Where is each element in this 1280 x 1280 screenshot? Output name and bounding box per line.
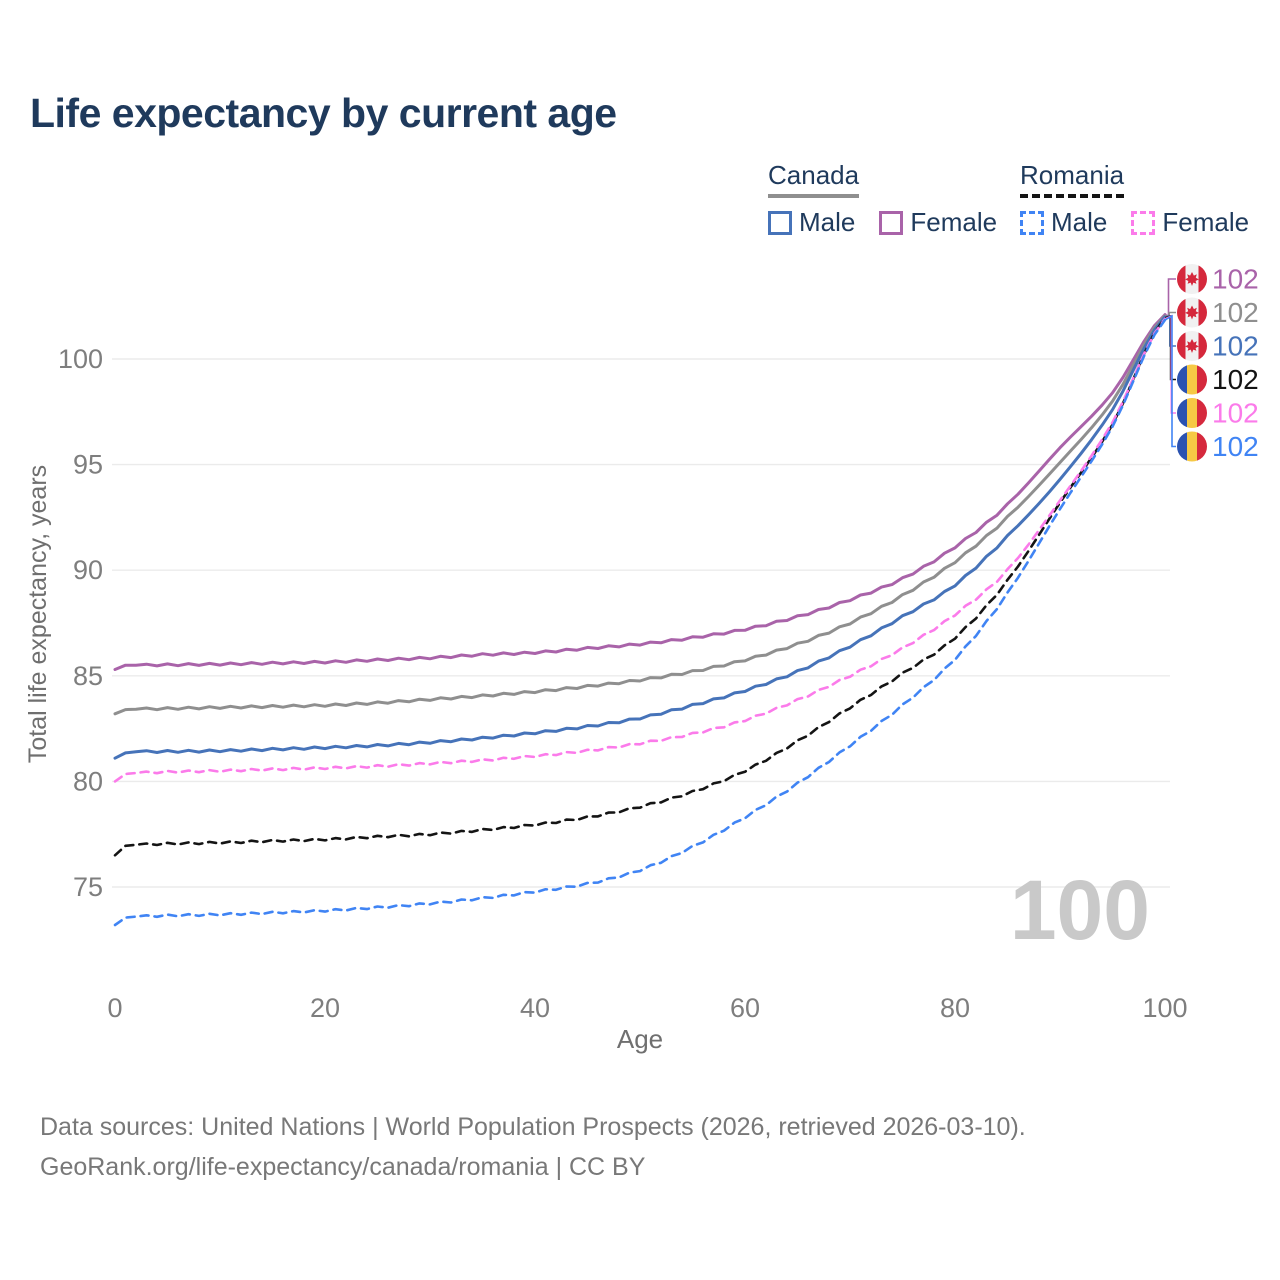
series-line-canada-total[interactable] bbox=[113, 314, 1167, 716]
y-tick-90: 90 bbox=[73, 555, 103, 585]
flag-canada-icon bbox=[1177, 297, 1207, 328]
canada-male-swatch-icon bbox=[768, 210, 792, 235]
legend-item-canada-male[interactable]: Male bbox=[768, 207, 855, 238]
x-tick-100: 100 bbox=[1142, 993, 1187, 1023]
legend-canada-male-label: Male bbox=[799, 207, 856, 237]
flag-canada-icon bbox=[1177, 264, 1207, 294]
canada-female-swatch-icon bbox=[879, 210, 904, 235]
end-connector-0 bbox=[1164, 278, 1176, 318]
footer-attribution: GeoRank.org/life-expectancy/canada/roman… bbox=[40, 1153, 646, 1181]
legend-country-canada[interactable]: Canada bbox=[768, 160, 860, 198]
flag-romania-icon bbox=[1177, 398, 1207, 428]
romania-male-swatch-icon bbox=[1020, 210, 1044, 235]
legend-item-romania-male[interactable]: Male bbox=[1020, 207, 1107, 238]
x-tick-40: 40 bbox=[520, 993, 550, 1023]
footer-data-sources: Data sources: United Nations | World Pop… bbox=[40, 1113, 1026, 1141]
end-value-label-canada-total: 102 bbox=[1212, 297, 1259, 328]
x-tick-60: 60 bbox=[730, 993, 760, 1023]
x-tick-80: 80 bbox=[940, 993, 970, 1023]
end-value-label-romania-total: 102 bbox=[1212, 364, 1259, 395]
end-value-label-canada-male: 102 bbox=[1212, 331, 1259, 362]
end-value-label-canada-female: 102 bbox=[1212, 264, 1259, 295]
y-tick-100: 100 bbox=[58, 344, 103, 374]
end-value-label-romania-female: 102 bbox=[1212, 398, 1259, 429]
legend-item-canada-female[interactable]: Female bbox=[879, 207, 997, 238]
series-line-canada-male[interactable] bbox=[113, 315, 1167, 760]
series-line-romania-male[interactable] bbox=[113, 318, 1167, 927]
end-connector-5 bbox=[1164, 314, 1176, 448]
flag-romania-icon bbox=[1177, 431, 1207, 462]
x-tick-20: 20 bbox=[310, 993, 340, 1023]
legend-group-romania: Romania Male Female bbox=[1020, 160, 1249, 238]
y-tick-80: 80 bbox=[73, 766, 103, 796]
footer: Data sources: United Nations | World Pop… bbox=[40, 1107, 1026, 1187]
series-line-canada-female[interactable] bbox=[113, 313, 1167, 671]
legend-romania-female-label: Female bbox=[1162, 207, 1250, 237]
series-line-romania-female[interactable] bbox=[113, 317, 1167, 783]
end-connector-4 bbox=[1164, 314, 1176, 414]
y-tick-95: 95 bbox=[73, 450, 103, 480]
legend-country-romania[interactable]: Romania bbox=[1020, 160, 1125, 198]
page-title: Life expectancy by current age bbox=[30, 90, 617, 136]
x-axis-title: Age bbox=[617, 1024, 663, 1054]
x-tick-0: 0 bbox=[107, 993, 122, 1023]
y-tick-85: 85 bbox=[73, 661, 103, 691]
legend-item-romania-female[interactable]: Female bbox=[1131, 207, 1249, 238]
y-tick-75: 75 bbox=[73, 872, 103, 902]
end-value-label-romania-male: 102 bbox=[1212, 431, 1259, 462]
flag-romania-icon bbox=[1177, 364, 1207, 395]
flag-canada-icon bbox=[1177, 331, 1207, 361]
legend-group-canada: Canada Male Female bbox=[768, 160, 997, 238]
y-axis-title: Total life expectancy, years bbox=[24, 465, 52, 763]
legend-canada-female-label: Female bbox=[910, 207, 998, 237]
romania-female-swatch-icon bbox=[1131, 210, 1156, 235]
age-watermark: 100 bbox=[1009, 863, 1150, 957]
legend-romania-male-label: Male bbox=[1051, 207, 1108, 237]
series-line-romania-total[interactable] bbox=[113, 316, 1167, 857]
